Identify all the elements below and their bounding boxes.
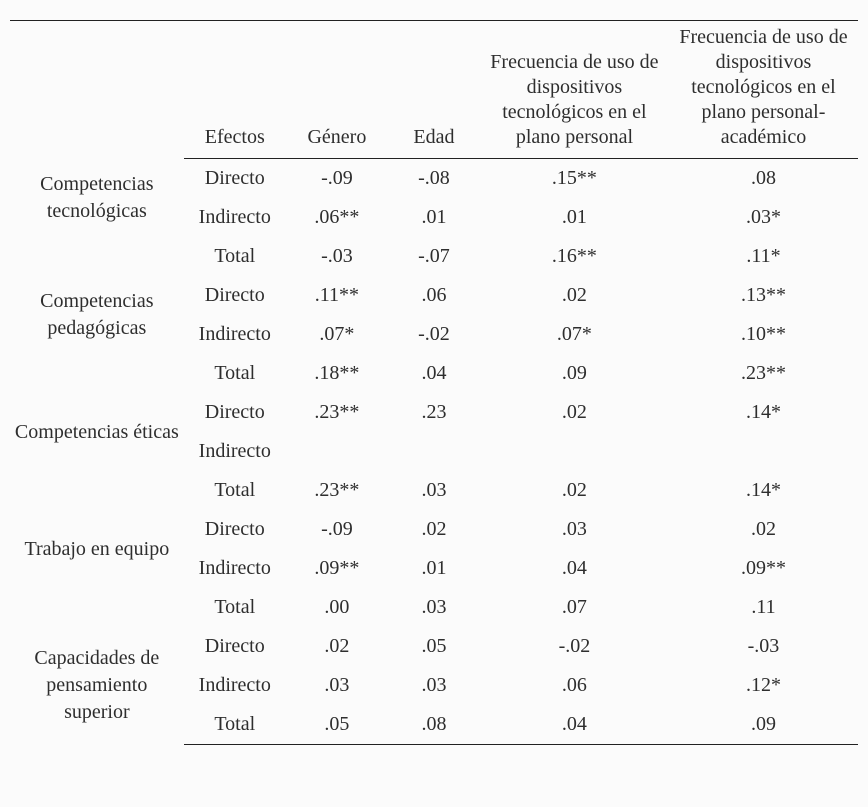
effect-label: Indirecto bbox=[184, 315, 286, 354]
cell: -.08 bbox=[388, 159, 480, 199]
cell bbox=[286, 432, 388, 471]
effect-label: Directo bbox=[184, 393, 286, 432]
cell: .03* bbox=[669, 198, 858, 237]
cell: -.03 bbox=[286, 237, 388, 276]
cell: .07* bbox=[480, 315, 669, 354]
effect-label: Total bbox=[184, 705, 286, 745]
cell: .04 bbox=[388, 354, 480, 393]
cell: .02 bbox=[388, 510, 480, 549]
effect-label: Indirecto bbox=[184, 432, 286, 471]
group-label-1: Competencias pedagógicas bbox=[10, 276, 184, 354]
cell: -.02 bbox=[388, 315, 480, 354]
cell: .04 bbox=[480, 549, 669, 588]
header-blank bbox=[10, 21, 184, 159]
cell: -.02 bbox=[480, 627, 669, 666]
cell: .02 bbox=[669, 510, 858, 549]
cell: .23** bbox=[669, 354, 858, 393]
cell: -.09 bbox=[286, 510, 388, 549]
cell: .01 bbox=[388, 549, 480, 588]
cell: .01 bbox=[388, 198, 480, 237]
cell: -.09 bbox=[286, 159, 388, 199]
group-label-3: Trabajo en equipo bbox=[10, 510, 184, 588]
cell: .23** bbox=[286, 393, 388, 432]
cell: .11** bbox=[286, 276, 388, 315]
cell: .08 bbox=[388, 705, 480, 745]
cell: .14* bbox=[669, 471, 858, 510]
cell: .09** bbox=[669, 549, 858, 588]
cell: .16** bbox=[480, 237, 669, 276]
cell: -.07 bbox=[388, 237, 480, 276]
cell: .09 bbox=[480, 354, 669, 393]
cell: .12* bbox=[669, 666, 858, 705]
header-genero: Género bbox=[286, 21, 388, 159]
cell: .06 bbox=[480, 666, 669, 705]
effect-label: Indirecto bbox=[184, 666, 286, 705]
cell: .15** bbox=[480, 159, 669, 199]
effect-label: Directo bbox=[184, 159, 286, 199]
cell: .01 bbox=[480, 198, 669, 237]
cell: -.03 bbox=[669, 627, 858, 666]
cell: .11 bbox=[669, 588, 858, 627]
effect-label: Total bbox=[184, 471, 286, 510]
effect-label: Total bbox=[184, 354, 286, 393]
header-freq-acad: Frecuencia de uso de dispositivos tecnol… bbox=[669, 21, 858, 159]
header-freq-personal: Frecuencia de uso de dispositivos tecnol… bbox=[480, 21, 669, 159]
cell: .02 bbox=[480, 393, 669, 432]
cell: .03 bbox=[388, 588, 480, 627]
effect-label: Directo bbox=[184, 627, 286, 666]
cell: .00 bbox=[286, 588, 388, 627]
cell: .14* bbox=[669, 393, 858, 432]
cell: .06** bbox=[286, 198, 388, 237]
cell bbox=[669, 432, 858, 471]
cell: .03 bbox=[286, 666, 388, 705]
cell: .07 bbox=[480, 588, 669, 627]
cell: .18** bbox=[286, 354, 388, 393]
cell: .08 bbox=[669, 159, 858, 199]
cell: .10** bbox=[669, 315, 858, 354]
cell: .05 bbox=[286, 705, 388, 745]
header-edad: Edad bbox=[388, 21, 480, 159]
effect-label: Total bbox=[184, 588, 286, 627]
cell: .02 bbox=[286, 627, 388, 666]
cell: .07* bbox=[286, 315, 388, 354]
effect-label: Total bbox=[184, 237, 286, 276]
cell: .11* bbox=[669, 237, 858, 276]
cell: .05 bbox=[388, 627, 480, 666]
cell bbox=[480, 432, 669, 471]
group-label-spacer bbox=[10, 354, 184, 393]
cell: .03 bbox=[480, 510, 669, 549]
effect-label: Directo bbox=[184, 276, 286, 315]
cell: .03 bbox=[388, 666, 480, 705]
cell: .13** bbox=[669, 276, 858, 315]
cell: .04 bbox=[480, 705, 669, 745]
group-label-0: Competencias tecnológicas bbox=[10, 159, 184, 238]
cell: .09** bbox=[286, 549, 388, 588]
cell: .09 bbox=[669, 705, 858, 745]
group-label-spacer bbox=[10, 588, 184, 627]
effect-label: Indirecto bbox=[184, 549, 286, 588]
header-efectos: Efectos bbox=[184, 21, 286, 159]
cell: .02 bbox=[480, 471, 669, 510]
cell: .23 bbox=[388, 393, 480, 432]
cell: .03 bbox=[388, 471, 480, 510]
group-label-spacer bbox=[10, 237, 184, 276]
cell: .06 bbox=[388, 276, 480, 315]
effect-label: Indirecto bbox=[184, 198, 286, 237]
cell: .02 bbox=[480, 276, 669, 315]
effects-table: Efectos Género Edad Frecuencia de uso de… bbox=[10, 20, 858, 745]
group-label-4: Capacidades de pensamiento superior bbox=[10, 627, 184, 745]
group-label-spacer bbox=[10, 471, 184, 510]
cell: .23** bbox=[286, 471, 388, 510]
effect-label: Directo bbox=[184, 510, 286, 549]
group-label-2: Competencias éticas bbox=[10, 393, 184, 471]
cell bbox=[388, 432, 480, 471]
